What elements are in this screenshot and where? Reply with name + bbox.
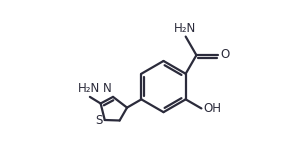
Text: OH: OH [203, 102, 221, 115]
Text: H₂N: H₂N [174, 22, 196, 35]
Text: O: O [220, 48, 229, 61]
Text: H₂N: H₂N [78, 82, 100, 95]
Text: S: S [95, 114, 103, 127]
Text: N: N [103, 82, 111, 95]
